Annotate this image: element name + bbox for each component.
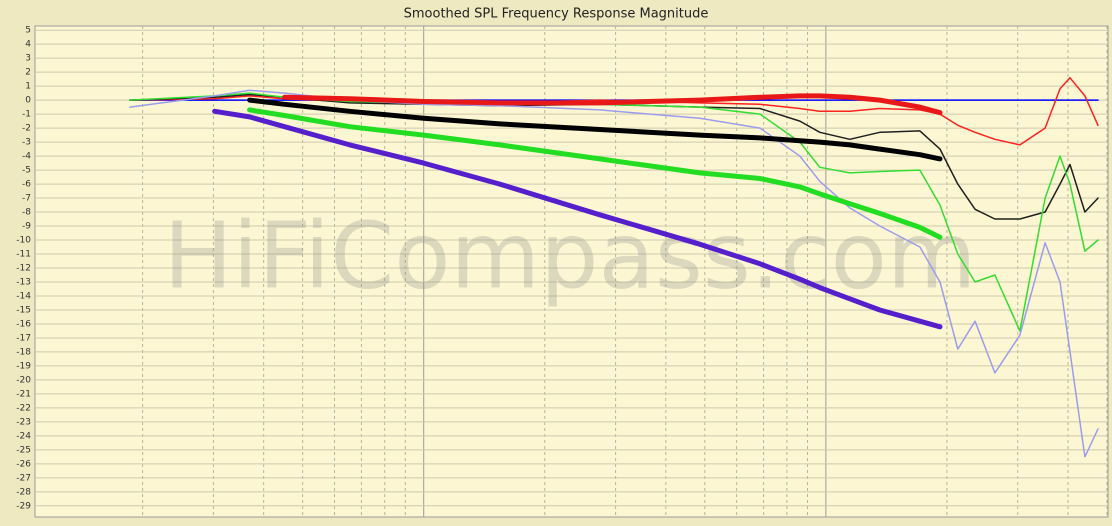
watermark: HiFiCompass.com — [163, 202, 976, 309]
y-tick-label: 5 — [25, 26, 31, 36]
y-tick-label: -29 — [16, 501, 31, 511]
y-tick-label: -24 — [16, 431, 31, 441]
series-line — [247, 97, 943, 162]
series-line — [129, 93, 1099, 220]
y-tick-label: 1 — [25, 82, 31, 92]
y-tick-label: -1 — [22, 110, 31, 120]
y-tick-label: -18 — [16, 347, 31, 357]
y-tick-label: 0 — [25, 96, 31, 106]
y-tick-label: -7 — [22, 194, 31, 204]
y-tick-label: -27 — [16, 473, 31, 483]
series-line — [212, 108, 943, 330]
series-line — [247, 107, 943, 240]
y-tick-label: -12 — [16, 264, 31, 274]
y-tick-label: -9 — [22, 222, 31, 232]
y-tick-label: -20 — [16, 375, 31, 385]
y-tick-label: -19 — [16, 361, 31, 371]
y-tick-label: -3 — [22, 138, 31, 148]
y-tick-label: -14 — [16, 291, 31, 301]
series-line — [282, 93, 943, 116]
y-tick-label: -8 — [22, 208, 31, 218]
y-tick-label: -16 — [16, 319, 31, 329]
y-tick-label: -28 — [16, 487, 31, 497]
y-tick-label: -26 — [16, 459, 31, 469]
y-tick-label: -11 — [16, 250, 31, 260]
y-tick-label: 3 — [25, 54, 31, 64]
y-tick-label: -5 — [22, 166, 31, 176]
y-tick-label: -21 — [16, 389, 31, 399]
y-tick-label: -15 — [16, 305, 31, 315]
y-tick-label: -25 — [16, 445, 31, 455]
y-tick-label: 4 — [25, 40, 31, 50]
y-tick-label: -23 — [16, 417, 31, 427]
y-tick-label: 2 — [25, 68, 31, 78]
y-tick-label: -2 — [22, 124, 31, 134]
chart-title: Smoothed SPL Frequency Response Magnitud… — [404, 7, 709, 22]
y-tick-label: -10 — [16, 236, 31, 246]
y-tick-label: -17 — [16, 333, 31, 343]
series-line — [129, 92, 1099, 332]
y-tick-label: -22 — [16, 403, 31, 413]
y-tick-label: -4 — [22, 152, 31, 162]
y-tick-label: -13 — [16, 277, 31, 287]
y-tick-label: -6 — [22, 180, 31, 190]
